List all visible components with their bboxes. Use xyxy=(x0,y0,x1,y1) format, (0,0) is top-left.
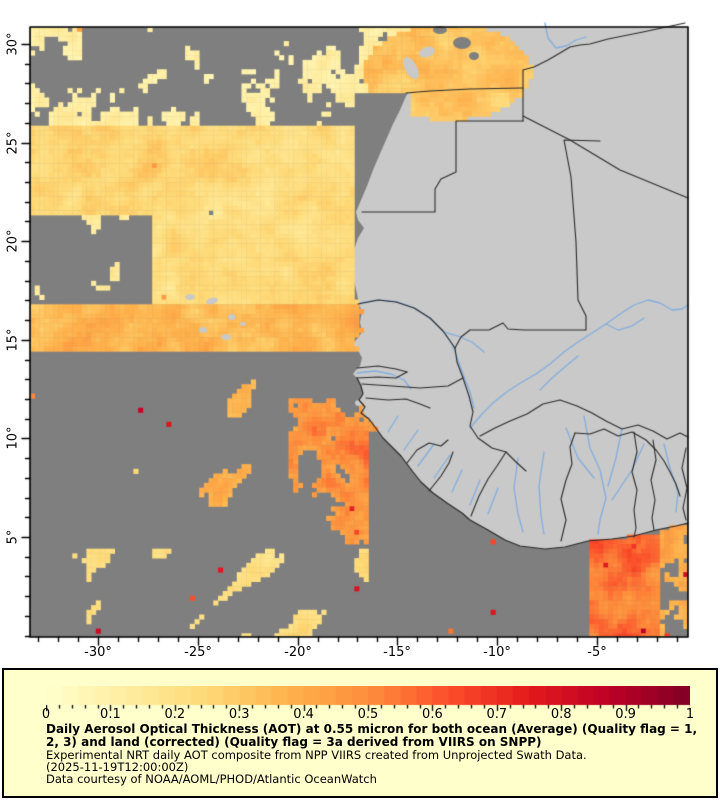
caption-credit: Data courtesy of NOAA/AOML/PHOD/Atlantic… xyxy=(46,772,377,786)
colorbar-tick-label: 0.7 xyxy=(486,707,508,722)
y-axis-tick-label: 25° xyxy=(5,131,21,155)
y-axis-tick-label: 15° xyxy=(5,328,21,352)
colorbar-canvas xyxy=(46,686,690,712)
caption-title-line-2: 2, 3) and land (corrected) (Quality flag… xyxy=(46,735,542,749)
x-axis-tick-label: -5° xyxy=(587,645,607,660)
colorbar-tick-label: 0.5 xyxy=(357,707,379,722)
caption-note: Experimental NRT daily AOT composite fro… xyxy=(46,748,587,762)
x-axis-tick-label: -25° xyxy=(184,645,212,660)
colorbar-tick-label: 0.3 xyxy=(228,707,250,722)
x-axis-tick-label: -30° xyxy=(84,645,112,660)
colorbar-tick-label: 0.9 xyxy=(615,707,636,722)
colorbar-tick-label: 0.1 xyxy=(100,707,121,722)
colorbar-tick-label: 0.6 xyxy=(422,707,443,722)
x-axis-tick-label: -20° xyxy=(284,645,312,660)
colorbar-tick-label: 0 xyxy=(41,707,51,722)
colorbar-tick-label: 0.2 xyxy=(164,707,186,722)
caption-title-line-1: Daily Aerosol Optical Thickness (AOT) at… xyxy=(46,722,698,736)
x-axis-tick-label: -10° xyxy=(483,645,511,660)
x-axis-tick-label: -15° xyxy=(383,645,411,660)
y-axis-tick-label: 20° xyxy=(5,229,21,253)
colorbar-tick-label: 0.4 xyxy=(293,707,314,722)
colorbar-tick-label: 1 xyxy=(685,707,695,722)
legend-panel xyxy=(2,668,718,798)
y-axis-tick-label: 10° xyxy=(5,426,21,450)
caption-timestamp: (2025-11-19T12:00:00Z) xyxy=(46,760,189,774)
y-axis-tick-label: 30° xyxy=(5,32,21,56)
colorbar-tick-label: 0.8 xyxy=(550,707,572,722)
map-canvas xyxy=(0,0,720,666)
y-axis-tick-label: 5° xyxy=(5,529,21,545)
